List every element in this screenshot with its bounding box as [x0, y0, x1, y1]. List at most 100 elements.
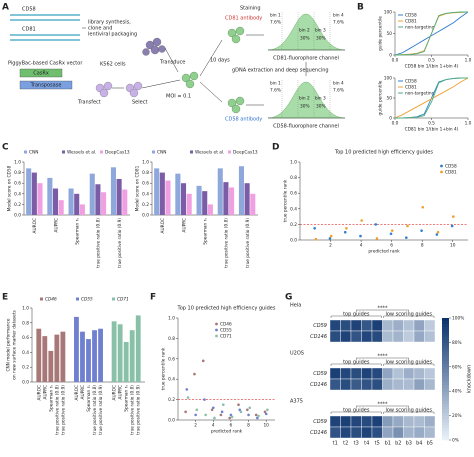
heat-cell — [361, 426, 373, 439]
y-tick-label: 0.8 — [142, 170, 149, 176]
heat-cell — [403, 330, 415, 343]
legend-label: DeepCas13 — [105, 150, 130, 156]
heat-cell — [340, 367, 352, 380]
heat-cell — [403, 378, 415, 391]
colorbar-step — [442, 342, 449, 346]
bin-percent: 7.6% — [270, 88, 281, 94]
y-tick-label: 0.0 — [142, 213, 149, 219]
y-tick-label: 0.2 — [22, 365, 29, 371]
bar — [74, 316, 79, 382]
x-tick-label: 10 — [263, 423, 269, 429]
vector-part-label: Transposase — [30, 83, 62, 89]
data-point — [219, 413, 223, 417]
legend-swatch — [440, 164, 443, 168]
colorbar-step — [442, 403, 449, 407]
legend-label: non-targeting — [405, 91, 435, 97]
x-axis-label: CD58 bin 1/(bin 1+bin 4) — [405, 64, 459, 70]
data-point — [203, 398, 206, 401]
virus-cluster — [142, 37, 166, 56]
x-axis-label: CD81 bin 1/(bin 1+bin 4) — [405, 127, 459, 133]
bin-percent: 30% — [300, 104, 310, 110]
bar — [36, 328, 42, 382]
x-tick-label: 1.0 — [465, 121, 472, 127]
bar — [48, 350, 54, 382]
bin-label: bin 2 — [299, 96, 310, 102]
category-label: Spearman rₛ — [124, 385, 130, 412]
colorbar-step — [442, 369, 449, 374]
heat-cell — [382, 378, 394, 391]
panel-label: B — [357, 3, 364, 13]
heat-cell — [340, 330, 352, 343]
panel-label: A — [2, 3, 9, 13]
y-tick-label: 1.0 — [142, 160, 149, 166]
data-point — [254, 413, 258, 417]
cell-group — [95, 81, 143, 98]
colorbar-step — [442, 412, 449, 416]
significance: **** — [378, 402, 389, 408]
heat-cell — [340, 319, 352, 332]
panel-label: E — [2, 293, 8, 303]
data-point — [247, 413, 250, 417]
column-label: t2 — [343, 441, 348, 447]
bar — [74, 193, 80, 215]
legend-swatch — [190, 150, 193, 154]
y-tick-label: 0.6 — [22, 335, 29, 341]
legend-label: CD81 — [405, 19, 417, 25]
colorbar-step — [442, 430, 449, 435]
y-tick-label: 50 — [387, 31, 393, 37]
colorbar-step — [442, 400, 449, 404]
antibody-text: CD81 antibody — [225, 16, 262, 22]
heat-cell — [403, 319, 415, 332]
colorbar-step — [442, 354, 449, 358]
colorbar-step — [442, 415, 449, 419]
y-tick-label: 0.4 — [168, 377, 175, 383]
legend-label: CD81 — [405, 85, 417, 91]
y-axis-label: true percentile rank — [283, 179, 289, 222]
x-axis-label: predicted rank — [368, 249, 400, 255]
colorbar-step — [442, 318, 449, 322]
bracket — [356, 309, 409, 312]
data-line — [394, 77, 469, 119]
colorbar-step — [442, 391, 449, 395]
legend-swatch — [215, 322, 218, 326]
legend-swatch — [112, 297, 115, 301]
colorbar-step — [442, 348, 449, 352]
step-text: MOI = 0.1 — [166, 94, 191, 100]
data-line — [395, 11, 468, 56]
colorbar-step — [442, 409, 449, 413]
legend-swatch — [40, 297, 43, 301]
bar — [58, 200, 64, 215]
x-tick-label: 2 — [329, 243, 332, 249]
colorbar-step — [442, 418, 449, 422]
heat-cell — [413, 319, 425, 332]
group-bracket — [383, 363, 435, 366]
y-tick-label: 0.6 — [14, 181, 21, 187]
data-point — [421, 205, 425, 209]
heat-cell — [424, 319, 436, 332]
bar — [159, 172, 165, 215]
data-point — [264, 412, 268, 416]
x-tick-label: 6 — [390, 243, 393, 249]
data-point — [248, 406, 252, 410]
step-text: Select — [132, 100, 147, 106]
colorbar-step — [442, 366, 449, 371]
colorbar-step — [442, 436, 449, 441]
cell-line-label: Hela — [290, 303, 301, 309]
heat-cell — [392, 319, 404, 332]
legend-swatch — [152, 150, 155, 154]
heat-cell — [413, 415, 425, 428]
heat-cell — [350, 330, 362, 343]
x-axis-label: predicted rank — [211, 429, 243, 435]
bar — [111, 321, 117, 382]
bar — [26, 168, 32, 215]
cells-text: K562 cells — [100, 62, 126, 68]
legend-swatch — [215, 334, 218, 338]
y-tick-label: 0.6 — [290, 191, 297, 197]
colorbar-step — [442, 360, 449, 365]
bar — [244, 183, 250, 215]
cell-group — [227, 26, 245, 114]
colorbar-tick-label: 20% — [452, 413, 462, 419]
y-tick-label: 100 — [384, 10, 392, 16]
heat-cell — [424, 367, 436, 380]
